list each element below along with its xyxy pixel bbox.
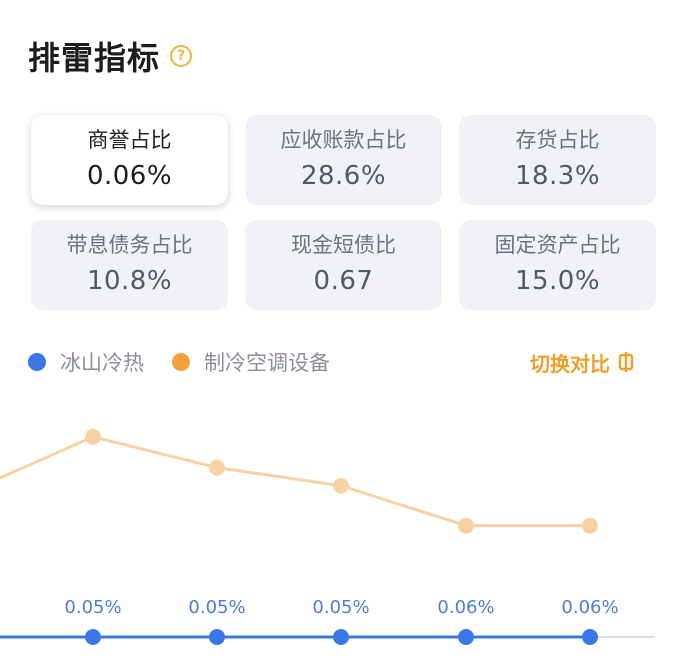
metric-value: 0.06% bbox=[86, 161, 173, 191]
metric-label: 现金短债比 bbox=[291, 233, 396, 257]
metric-value: 28.6% bbox=[300, 161, 387, 191]
metric-card-inventory[interactable]: 存货占比 18.3% bbox=[459, 115, 656, 205]
legend-label: 冰山冷热 bbox=[60, 351, 144, 375]
legend-label: 制冷空调设备 bbox=[204, 351, 330, 375]
metric-value: 0.67 bbox=[313, 266, 374, 296]
data-label-company: 0.06% bbox=[561, 597, 618, 618]
legend-dot bbox=[172, 353, 190, 371]
header: 排雷指标 ? bbox=[28, 33, 193, 79]
question-circle-icon[interactable]: ? bbox=[170, 45, 193, 67]
series-line-industry bbox=[0, 435, 590, 528]
data-label-company: 0.06% bbox=[437, 597, 494, 618]
metric-card-receivables[interactable]: 应收账款占比 28.6% bbox=[245, 115, 442, 205]
metric-label: 商誉占比 bbox=[87, 128, 172, 152]
metric-label: 带息债务占比 bbox=[66, 233, 193, 257]
switch-compare-button[interactable]: 切换对比 bbox=[530, 345, 636, 379]
point-industry[interactable] bbox=[458, 517, 474, 534]
point-industry[interactable] bbox=[85, 428, 101, 445]
metric-value: 18.3% bbox=[514, 161, 601, 191]
metric-value: 15.0% bbox=[514, 266, 601, 296]
metric-card-goodwill[interactable]: 商誉占比 0.06% bbox=[31, 115, 228, 205]
point-company[interactable] bbox=[85, 629, 101, 645]
metric-label: 应收账款占比 bbox=[280, 128, 407, 152]
metric-card-cash-short-debt[interactable]: 现金短债比 0.67 bbox=[245, 220, 442, 310]
point-company[interactable] bbox=[209, 629, 225, 645]
point-industry[interactable] bbox=[333, 477, 349, 494]
compare-toggle-icon bbox=[618, 352, 634, 372]
line-chart: 0.05% 0.05% 0.05% 0.06% 0.06% bbox=[0, 428, 655, 645]
chart-legend: 冰山冷热 制冷空调设备 bbox=[28, 345, 638, 379]
legend-dot bbox=[28, 353, 46, 371]
metrics-grid: 商誉占比 0.06% 应收账款占比 28.6% 存货占比 18.3% 带息债务占… bbox=[31, 115, 657, 310]
point-company[interactable] bbox=[582, 629, 598, 645]
metric-label: 固定资产占比 bbox=[494, 233, 621, 257]
metric-card-fixed-assets[interactable]: 固定资产占比 15.0% bbox=[459, 220, 656, 310]
point-industry[interactable] bbox=[209, 459, 225, 476]
data-label-company: 0.05% bbox=[64, 597, 121, 618]
point-industry[interactable] bbox=[582, 517, 598, 534]
point-company[interactable] bbox=[458, 629, 474, 645]
metric-card-interest-debt[interactable]: 带息债务占比 10.8% bbox=[31, 220, 228, 310]
metric-value: 10.8% bbox=[86, 266, 173, 296]
page-title: 排雷指标 bbox=[28, 39, 161, 77]
point-company[interactable] bbox=[333, 629, 349, 645]
legend-item-company[interactable]: 冰山冷热 bbox=[28, 347, 144, 377]
metric-label: 存货占比 bbox=[515, 128, 600, 152]
data-label-company: 0.05% bbox=[312, 597, 369, 618]
legend-item-industry[interactable]: 制冷空调设备 bbox=[172, 347, 330, 377]
data-label-company: 0.05% bbox=[188, 597, 245, 618]
switch-compare-label: 切换对比 bbox=[530, 351, 610, 376]
